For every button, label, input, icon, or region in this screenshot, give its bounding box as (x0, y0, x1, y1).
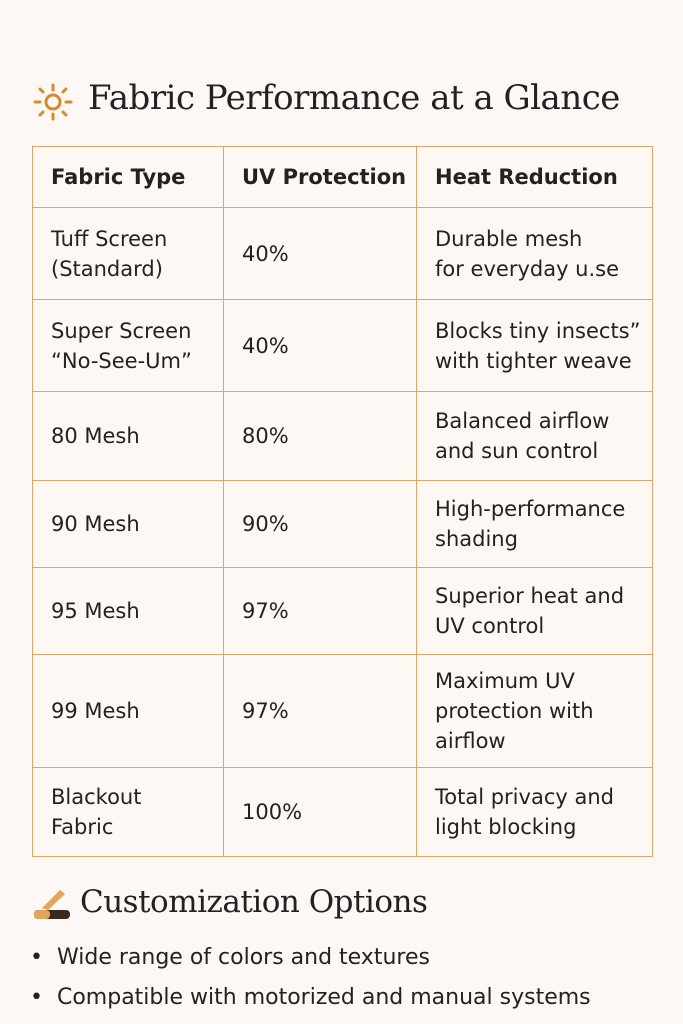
table-cell: High-performance shading (416, 480, 653, 568)
table-cell: Maximum UV protection with airflow (416, 654, 653, 768)
pencil-icon (34, 890, 70, 919)
table-cell: 97% (223, 654, 417, 768)
table-cell: 40% (223, 207, 417, 300)
table-cell: 80 Mesh (32, 391, 224, 481)
table-cell: 99 Mesh (32, 654, 224, 768)
table-cell: 40% (223, 299, 417, 392)
section-title: Customization Options (80, 884, 428, 920)
table-cell: 90 Mesh (32, 480, 224, 568)
bullet-list: Wide range of colors and texturesCompati… (30, 938, 591, 1018)
table-cell: Super Screen “No-See-Um” (32, 299, 224, 392)
table-cell: Blocks tiny insects” with tighter weave (416, 299, 653, 392)
title: Fabric Performance at a Glance (88, 78, 620, 118)
table-cell: Blackout Fabric (32, 767, 224, 857)
table-cell: 90% (223, 480, 417, 568)
table-row: 80 Mesh 80% Balanced airflow and sun contr… (32, 391, 653, 481)
column-header: Heat Reduction (416, 146, 653, 208)
table-row: Tuff Screen (Standard) 40% Durable mesh fo… (32, 207, 653, 300)
table-cell: Superior heat and UV control (416, 567, 653, 655)
table-cell: 100% (223, 767, 417, 857)
bullet-item: Wide range of colors and textures (30, 938, 591, 978)
table-cell: Durable mesh for everyday u.se (416, 207, 653, 300)
table-cell: Tuff Screen (Standard) (32, 207, 224, 300)
sun-icon (33, 83, 73, 121)
table-row: 95 Mesh 97% Superior heat and UV control (32, 567, 653, 655)
header-row: Fabric Type UV Protection Heat Reduction (32, 146, 653, 208)
table-row: 90 Mesh 90% High-performance shading (32, 480, 653, 568)
table-cell: 97% (223, 567, 417, 655)
table-row: Blackout Fabric 100% Total privacy and lig… (32, 767, 653, 857)
table-row: Super Screen “No-See-Um” 40% Blocks tiny i… (32, 299, 653, 392)
column-header: UV Protection (223, 146, 417, 208)
table-cell: Balanced airflow and sun control (416, 391, 653, 481)
bullet-item: Compatible with motorized and manual sys… (30, 978, 591, 1018)
table-cell: Total privacy and light blocking (416, 767, 653, 857)
table-cell: 80% (223, 391, 417, 481)
column-header: Fabric Type (32, 146, 224, 208)
table-cell: 95 Mesh (32, 567, 224, 655)
fabric-table: Fabric Type UV Protection Heat Reduction T… (32, 146, 653, 857)
table-row: 99 Mesh 97% Maximum UV protection with air… (32, 654, 653, 768)
